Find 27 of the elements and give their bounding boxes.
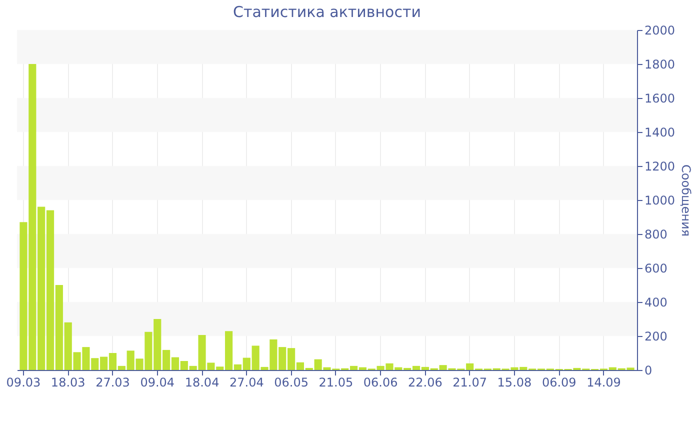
x-tick-label: 22.06: [408, 376, 442, 390]
x-tick-label: 18.03: [50, 376, 86, 390]
y-tick-label: 800: [644, 228, 668, 242]
x-tick-label: 15.08: [497, 376, 532, 390]
y-tick-label: 1200: [644, 160, 676, 174]
x-tick-label: 18.04: [184, 376, 220, 390]
y-tick-label: 0: [644, 364, 652, 378]
x-tick-label: 21.07: [452, 376, 488, 390]
chart-title: Статистика активности: [233, 3, 421, 21]
x-tick-label: 09.03: [6, 376, 41, 390]
y-axis-title: Сообщения: [679, 164, 694, 237]
x-tick-label: 14.09: [586, 376, 621, 390]
y-tick-label: 600: [644, 262, 668, 276]
x-tick-label: 27.03: [96, 376, 130, 390]
x-tick-label: 27.04: [229, 376, 264, 390]
y-tick-label: 200: [644, 330, 668, 344]
x-tick-label: 06.06: [363, 376, 398, 390]
x-tick-label: 06.09: [542, 376, 576, 390]
x-tick-label: 21.05: [318, 376, 354, 390]
y-tick-label: 1400: [644, 126, 676, 140]
x-tick-label: 09.04: [140, 376, 175, 390]
y-tick-label: 1000: [644, 194, 676, 208]
y-tick-label: 2000: [644, 24, 676, 38]
y-tick-label: 400: [644, 296, 668, 310]
y-tick-label: 1600: [644, 92, 676, 106]
x-tick-label: 06.05: [274, 376, 308, 390]
y-tick-label: 1800: [644, 58, 676, 72]
